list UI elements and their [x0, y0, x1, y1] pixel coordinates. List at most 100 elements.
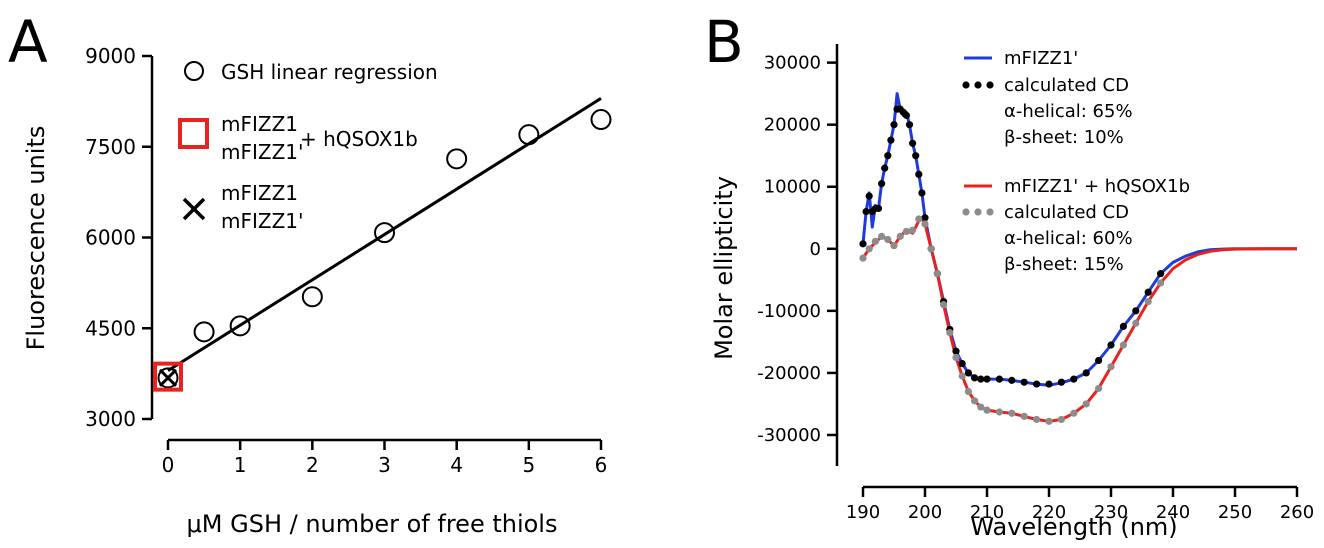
cd-data-dot — [1020, 378, 1028, 386]
cd-data-dot — [1070, 375, 1078, 383]
x-tick-label: 220 — [1032, 502, 1066, 523]
cd-data-dot — [884, 235, 892, 244]
y-tick-label: 9000 — [85, 44, 136, 68]
cd-data-dot — [871, 237, 880, 245]
cd-data-dot — [983, 406, 991, 414]
panel-a-data-marks — [153, 97, 612, 392]
cd-data-dot — [909, 139, 917, 147]
cd-data-dot — [1107, 363, 1115, 371]
cd-data-dot — [918, 189, 926, 197]
legend-mfizz1-label-2: mFIZZ1 — [221, 181, 298, 205]
data-point — [374, 222, 395, 244]
y-tick-label: -10000 — [757, 301, 821, 322]
x-tick-label: 6 — [595, 453, 608, 477]
cd-data-dot — [1045, 380, 1053, 388]
legend-mfizz1-label: mFIZZ1 — [221, 112, 298, 136]
cd-data-dot — [1045, 417, 1053, 425]
cd-data-dot — [1144, 297, 1152, 306]
x-tick-label: 200 — [908, 502, 942, 523]
cd-data-dot — [909, 226, 917, 234]
cd-data-dot — [977, 375, 985, 383]
cd-data-dot — [1033, 380, 1041, 388]
panel-b: B Molar ellipticity Wavelength (nm) 3000… — [704, 8, 1314, 541]
data-point — [446, 148, 468, 170]
cd-data-dot — [1132, 319, 1140, 327]
cd-data-dot — [859, 254, 867, 262]
cd-data-dot — [977, 403, 985, 411]
cd-data-dot — [1107, 341, 1115, 349]
cd-data-dot — [964, 369, 973, 377]
x-tick-label: 260 — [1280, 502, 1314, 523]
cd-data-dot — [1057, 415, 1065, 424]
x-tick-label: 3 — [378, 453, 391, 477]
legend-mfizz1-prime-label: mFIZZ1' — [221, 140, 304, 164]
data-point-square — [153, 361, 183, 392]
cd-data-dot — [902, 111, 911, 119]
cd-data-dot — [1095, 384, 1103, 393]
y-tick-label: 7500 — [85, 135, 136, 159]
x-tick-label: 0 — [162, 453, 175, 477]
cd-data-dot — [1157, 270, 1165, 278]
x-tick-label: 210 — [970, 502, 1004, 523]
cd-data-dot — [995, 375, 1004, 383]
data-point — [518, 124, 540, 146]
data-point — [193, 321, 215, 343]
cd-data-dot — [884, 152, 892, 160]
data-point — [301, 286, 323, 308]
cd-data-dot — [915, 215, 923, 223]
y-tick-label: 20000 — [764, 115, 821, 136]
legend-red-square-marker — [178, 118, 209, 149]
legend-mfizz1-prime-hqsox1b-series: mFIZZ1' + hQSOX1b — [1004, 176, 1190, 197]
cd-data-dot — [862, 207, 870, 216]
panel-b-legend: mFIZZ1' calculated CD α-helical: 65% β-s… — [962, 48, 1190, 275]
cd-data-dot — [921, 214, 929, 222]
cd-data-dot — [1119, 322, 1127, 330]
x-tick-label: 2 — [306, 453, 319, 477]
panel-a-y-axis-label: Fluorescence units — [22, 126, 50, 351]
cd-data-dot — [1157, 279, 1165, 287]
y-tick-label: 4500 — [85, 316, 136, 340]
cd-data-dot — [890, 121, 898, 129]
x-tick-label: 250 — [1218, 502, 1252, 523]
cd-data-dot — [865, 192, 873, 200]
legend-alpha-helical-2: α-helical: 60% — [1004, 228, 1133, 249]
cd-data-dot — [1070, 409, 1078, 417]
cd-data-dot — [958, 372, 966, 380]
legend-calculated-cd-2: calculated CD — [1004, 202, 1129, 223]
cd-data-dot — [1082, 400, 1090, 408]
legend-x-marker — [182, 197, 206, 221]
legend-beta-sheet-2: β-sheet: 15% — [1004, 254, 1124, 275]
cd-data-dot — [1144, 288, 1152, 296]
legend-mfizz1-prime-series: mFIZZ1' — [1004, 48, 1078, 69]
panel-b-data-marks — [859, 92, 1297, 425]
panel-a-letter: A — [8, 8, 48, 76]
x-tick-label: 190 — [846, 502, 880, 523]
cd-data-dot — [1119, 341, 1127, 349]
panel-b-y-axis-label: Molar ellipticity — [710, 176, 738, 360]
cd-data-dot — [1033, 415, 1041, 424]
cd-data-dot — [890, 242, 898, 250]
cd-data-dot — [912, 152, 920, 160]
y-tick-label: 3000 — [85, 407, 136, 431]
x-tick-label: 1 — [234, 453, 247, 477]
data-point — [229, 315, 251, 337]
cd-data-dot — [1020, 412, 1028, 420]
legend-gsh-regression-label: GSH linear regression — [221, 60, 438, 84]
cd-data-dot — [940, 301, 948, 309]
panel-a-x-axis-label: μM GSH / number of free thiols — [187, 510, 558, 538]
panel-a: A Fluorescence units μM GSH / number of … — [8, 8, 612, 538]
panel-a-axes — [142, 54, 603, 450]
cd-data-dot — [896, 232, 904, 240]
cd-data-dot — [946, 328, 954, 337]
x-tick-label: 240 — [1156, 502, 1190, 523]
legend-beta-sheet-1: β-sheet: 10% — [1004, 127, 1124, 148]
panel-b-tick-labels: 30000 20000 10000 0 -10000 -20000 -30000 190 200… — [757, 53, 1314, 523]
y-tick-label: -20000 — [757, 363, 821, 384]
x-tick-label: 4 — [450, 453, 463, 477]
cd-data-dot — [1082, 369, 1090, 377]
cd-data-dot — [905, 121, 914, 129]
cd-data-dot — [887, 136, 895, 144]
panel-a-legend: GSH linear regression mFIZZ1 mFIZZ1' + h… — [178, 60, 438, 233]
cd-data-dot — [952, 353, 960, 361]
